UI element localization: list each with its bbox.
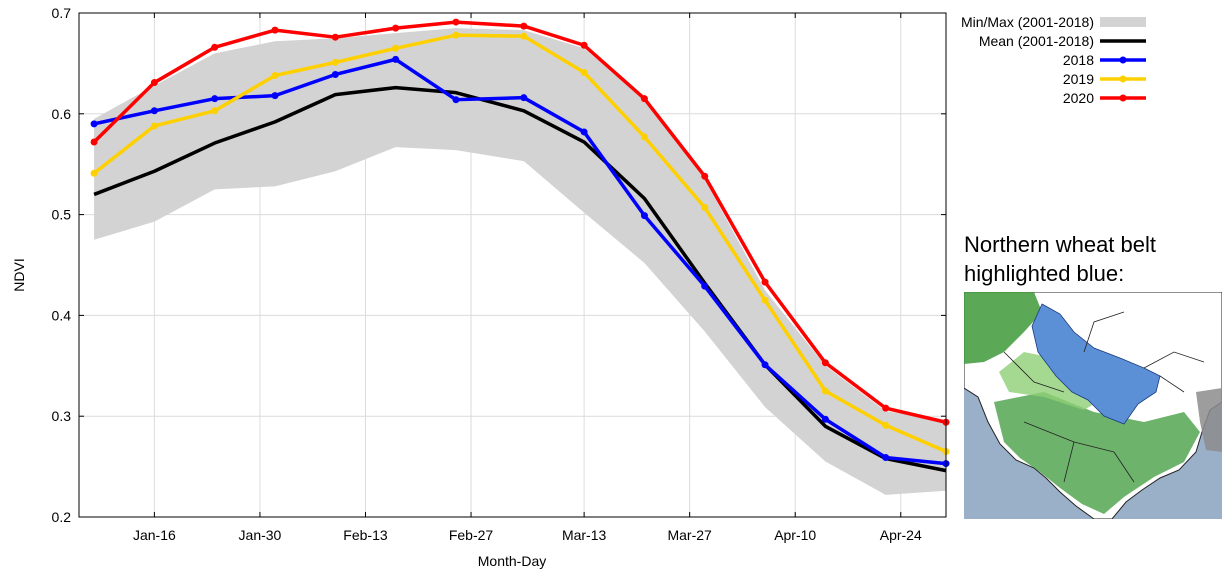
- y-axis-title: NDVI: [11, 258, 27, 291]
- map-hills: [1196, 388, 1222, 452]
- series-2020: [90, 18, 950, 426]
- series-line-mean-2001-2018: [93, 85, 947, 473]
- y-tick-label: 0.6: [52, 106, 72, 122]
- data-point-2020: [392, 24, 400, 32]
- data-point-2019: [150, 122, 158, 130]
- data-point-2018: [761, 361, 769, 369]
- data-point-2020: [452, 18, 460, 26]
- legend-swatch-marker: [1119, 75, 1127, 83]
- data-point-2020: [821, 359, 829, 367]
- legend: Min/Max (2001-2018) Mean (2001-2018) 2018 2…: [961, 14, 1146, 106]
- x-tick-label: Jan-30: [239, 527, 282, 543]
- data-point-2018: [520, 94, 528, 102]
- x-tick-label: Apr-24: [880, 527, 922, 543]
- data-point-2018: [640, 212, 648, 220]
- map-borders: [1003, 311, 1205, 483]
- data-point-2018: [580, 128, 588, 136]
- x-tick-label: Feb-27: [449, 527, 494, 543]
- inset-caption-line-2: highlighted blue:: [964, 261, 1125, 286]
- y-tick-labels: 0.2 0.3 0.4 0.5 0.6 0.7: [52, 5, 946, 525]
- data-point-2020: [271, 26, 279, 34]
- map-vegetation-south: [994, 392, 1200, 514]
- data-point-2019: [701, 204, 709, 212]
- data-point-2018: [882, 454, 890, 462]
- data-point-2020: [640, 95, 648, 103]
- x-tick-label: Mar-13: [562, 527, 607, 543]
- legend-swatch-band: [1100, 17, 1146, 27]
- map-vegetation: [964, 292, 1042, 364]
- y-tick-label: 0.2: [52, 509, 72, 525]
- legend-label: 2019: [1063, 71, 1094, 87]
- data-point-2018: [271, 92, 279, 100]
- inset-caption: Northern wheat belt highlighted blue:: [964, 230, 1222, 288]
- x-tick-label: Apr-10: [774, 527, 816, 543]
- data-point-2019: [821, 387, 829, 395]
- data-point-2019: [211, 107, 219, 115]
- x-tick-label: Feb-13: [343, 527, 388, 543]
- data-point-2020: [520, 22, 528, 30]
- data-point-2020: [882, 404, 890, 412]
- data-point-2019: [761, 296, 769, 304]
- data-point-2020: [90, 138, 98, 146]
- data-point-2019: [90, 169, 98, 177]
- data-point-2018: [331, 70, 339, 78]
- x-tick-labels: Jan-16 Jan-30 Feb-13 Feb-27 Mar-13 Mar-27 Apr-…: [133, 13, 922, 543]
- data-point-2019: [520, 32, 528, 40]
- legend-label: Mean (2001-2018): [979, 33, 1094, 49]
- data-point-2019: [882, 421, 890, 429]
- min-max-band: [94, 28, 947, 495]
- y-tick-label: 0.7: [52, 5, 72, 21]
- data-point-2019: [331, 58, 339, 66]
- legend-swatch-marker: [1119, 56, 1127, 64]
- data-point-2020: [211, 43, 219, 51]
- data-point-2020: [701, 172, 709, 180]
- data-point-2020: [150, 79, 158, 87]
- series-layer: [90, 18, 950, 473]
- data-point-2018: [452, 96, 460, 104]
- y-tick-label: 0.4: [52, 307, 72, 323]
- x-tick-label: Mar-27: [667, 527, 712, 543]
- data-point-2018: [211, 95, 219, 103]
- data-point-2019: [452, 31, 460, 39]
- series-2019: [90, 31, 950, 455]
- data-point-2018: [821, 415, 829, 423]
- plot-frame: [78, 12, 947, 518]
- legend-label: 2018: [1063, 52, 1094, 68]
- india-map-inset: [964, 292, 1222, 519]
- data-point-2019: [580, 68, 588, 76]
- data-point-2020: [761, 278, 769, 286]
- data-point-2019: [271, 71, 279, 79]
- data-point-2018: [90, 120, 98, 128]
- y-tick-label: 0.3: [52, 408, 72, 424]
- inset-caption-line-1: Northern wheat belt: [964, 232, 1156, 257]
- data-point-2018: [150, 107, 158, 115]
- data-point-2018: [392, 55, 400, 63]
- x-axis-title: Month-Day: [478, 553, 546, 569]
- data-point-2019: [640, 133, 648, 141]
- x-tick-label: Jan-16: [133, 527, 176, 543]
- legend-label: 2020: [1063, 90, 1094, 106]
- y-tick-label: 0.5: [52, 207, 72, 223]
- data-point-2020: [580, 41, 588, 49]
- data-point-2018: [701, 282, 709, 290]
- data-point-2020: [331, 33, 339, 41]
- min-max-band-layer: [94, 28, 947, 495]
- series-mean-2001-2018: [93, 85, 947, 473]
- data-point-2019: [392, 44, 400, 52]
- legend-label: Min/Max (2001-2018): [961, 14, 1094, 30]
- legend-swatch-marker: [1119, 94, 1127, 102]
